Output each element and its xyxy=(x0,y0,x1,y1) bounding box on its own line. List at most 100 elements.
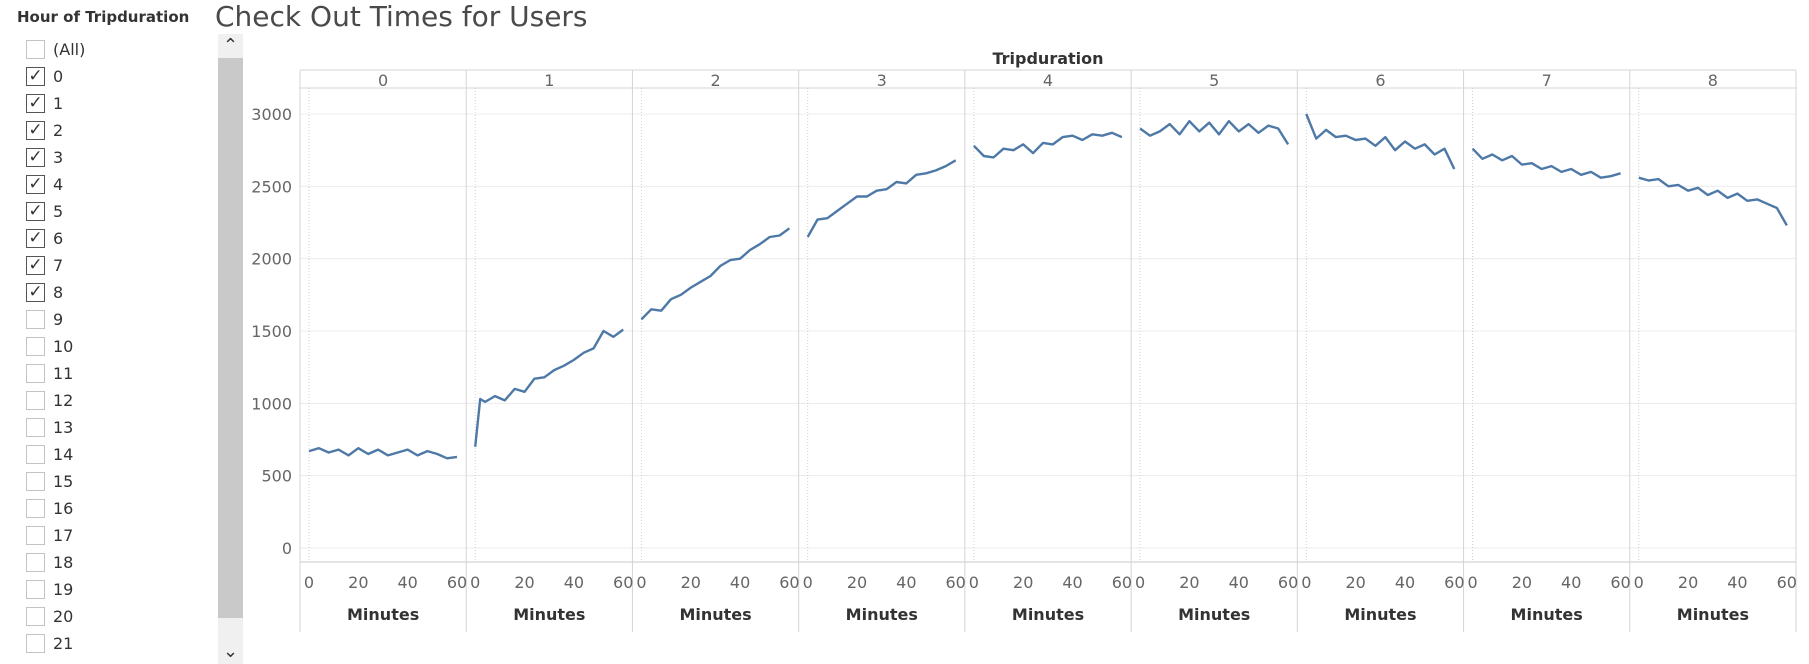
series-line-2 xyxy=(640,227,791,321)
y-tick-label: 1000 xyxy=(251,394,292,413)
filter-item[interactable]: 15 xyxy=(26,468,216,495)
filter-item-label: 17 xyxy=(53,526,74,545)
filter-item[interactable]: 9 xyxy=(26,306,216,333)
filter-panel: Hour of Tripduration (All) ✓ 0 ✓ 1 ✓ 2 ✓ 3 ✓ 4 ✓ 5 ✓ 6… xyxy=(0,0,214,664)
filter-item[interactable]: ✓ 8 xyxy=(26,279,216,306)
filter-item-label: 12 xyxy=(53,391,74,410)
x-tick-label: 60 xyxy=(1112,573,1132,592)
panel-label: 3 xyxy=(877,71,887,90)
filter-item[interactable]: ✓ 0 xyxy=(26,63,216,90)
filter-item[interactable]: 21 xyxy=(26,630,216,657)
x-tick-label: 60 xyxy=(447,573,467,592)
checkbox-unchecked-icon[interactable] xyxy=(26,553,45,572)
filter-item[interactable]: ✓ 1 xyxy=(26,90,216,117)
filter-item[interactable]: 11 xyxy=(26,360,216,387)
checkbox-unchecked-icon[interactable] xyxy=(26,526,45,545)
checkbox-checked-icon[interactable]: ✓ xyxy=(26,121,45,140)
x-tick-label: 40 xyxy=(896,573,916,592)
filter-item-label: 3 xyxy=(53,148,64,167)
filter-item[interactable]: 14 xyxy=(26,441,216,468)
filter-item[interactable]: 19 xyxy=(26,576,216,603)
x-tick-label: 40 xyxy=(1561,573,1581,592)
filter-item[interactable]: 18 xyxy=(26,549,216,576)
x-tick-label: 20 xyxy=(348,573,368,592)
checkbox-checked-icon[interactable]: ✓ xyxy=(26,256,45,275)
series-line-5 xyxy=(1139,119,1290,146)
panel-label: 4 xyxy=(1043,71,1053,90)
y-tick-label: 2500 xyxy=(251,177,292,196)
checkbox-unchecked-icon[interactable] xyxy=(26,418,45,437)
filter-item[interactable]: ✓ 3 xyxy=(26,144,216,171)
filter-item-label: 18 xyxy=(53,553,74,572)
x-tick-label: 60 xyxy=(1444,573,1464,592)
panel-label: 1 xyxy=(544,71,554,90)
filter-item[interactable]: 12 xyxy=(26,387,216,414)
x-tick-label: 20 xyxy=(681,573,701,592)
checkbox-unchecked-icon[interactable] xyxy=(26,391,45,410)
x-tick-label: 0 xyxy=(470,573,480,592)
checkbox-unchecked-icon[interactable] xyxy=(26,499,45,518)
checkbox-checked-icon[interactable]: ✓ xyxy=(26,67,45,86)
x-axis-label: Minutes xyxy=(846,605,918,624)
x-tick-label: 40 xyxy=(1229,573,1249,592)
checkbox-checked-icon[interactable]: ✓ xyxy=(26,175,45,194)
filter-item[interactable]: ✓ 4 xyxy=(26,171,216,198)
x-tick-label: 60 xyxy=(1777,573,1797,592)
filter-scrollbar[interactable]: ⌃ ⌄ xyxy=(218,34,243,664)
scroll-up-icon[interactable]: ⌃ xyxy=(222,35,239,56)
checkbox-checked-icon[interactable]: ✓ xyxy=(26,229,45,248)
checkbox-unchecked-icon[interactable] xyxy=(26,337,45,356)
filter-item[interactable]: 20 xyxy=(26,603,216,630)
scrollbar-thumb[interactable] xyxy=(218,58,243,618)
series-line-7 xyxy=(1471,147,1621,179)
checkbox-unchecked-icon[interactable] xyxy=(26,472,45,491)
filter-item[interactable]: ✓ 5 xyxy=(26,198,216,225)
filter-item-label: 14 xyxy=(53,445,74,464)
y-tick-label: 3000 xyxy=(251,105,292,124)
x-axis-label: Minutes xyxy=(1677,605,1749,624)
series-line-6 xyxy=(1305,113,1456,170)
filter-item[interactable]: ✓ 2 xyxy=(26,117,216,144)
checkbox-checked-icon[interactable]: ✓ xyxy=(26,202,45,221)
filter-item[interactable]: 10 xyxy=(26,333,216,360)
filter-item[interactable]: (All) xyxy=(26,36,216,63)
panel-label: 7 xyxy=(1542,71,1552,90)
x-tick-label: 40 xyxy=(564,573,584,592)
checkbox-unchecked-icon[interactable] xyxy=(26,580,45,599)
x-tick-label: 20 xyxy=(1512,573,1532,592)
checkbox-unchecked-icon[interactable] xyxy=(26,445,45,464)
x-tick-label: 0 xyxy=(1634,573,1644,592)
series-line-8 xyxy=(1638,176,1788,226)
x-tick-label: 40 xyxy=(1062,573,1082,592)
filter-item[interactable]: ✓ 6 xyxy=(26,225,216,252)
checkbox-checked-icon[interactable]: ✓ xyxy=(26,94,45,113)
panel-label: 6 xyxy=(1375,71,1385,90)
scroll-down-icon[interactable]: ⌄ xyxy=(222,641,239,662)
x-tick-label: 60 xyxy=(1610,573,1630,592)
filter-item[interactable]: ✓ 7 xyxy=(26,252,216,279)
checkbox-checked-icon[interactable]: ✓ xyxy=(26,283,45,302)
checkbox-unchecked-icon[interactable] xyxy=(26,310,45,329)
filter-item-label: 0 xyxy=(53,67,64,86)
filter-item[interactable]: 13 xyxy=(26,414,216,441)
series-line-4 xyxy=(973,131,1123,159)
panel-label: 0 xyxy=(378,71,388,90)
filter-title: Hour of Tripduration xyxy=(17,8,190,26)
x-tick-label: 0 xyxy=(803,573,813,592)
checkbox-unchecked-icon[interactable] xyxy=(26,364,45,383)
x-tick-label: 60 xyxy=(613,573,633,592)
filter-item[interactable]: 17 xyxy=(26,522,216,549)
y-tick-label: 1500 xyxy=(251,322,292,341)
checkbox-unchecked-icon[interactable] xyxy=(26,634,45,653)
filter-item[interactable]: 16 xyxy=(26,495,216,522)
x-tick-label: 60 xyxy=(779,573,799,592)
filter-item-label: 20 xyxy=(53,607,74,626)
x-tick-label: 0 xyxy=(636,573,646,592)
checkbox-checked-icon[interactable]: ✓ xyxy=(26,148,45,167)
checkbox-unchecked-icon[interactable] xyxy=(26,607,45,626)
checkbox-unchecked-icon[interactable] xyxy=(26,40,45,59)
x-tick-label: 0 xyxy=(1301,573,1311,592)
x-tick-label: 0 xyxy=(969,573,979,592)
filter-item-label: (All) xyxy=(53,40,86,59)
